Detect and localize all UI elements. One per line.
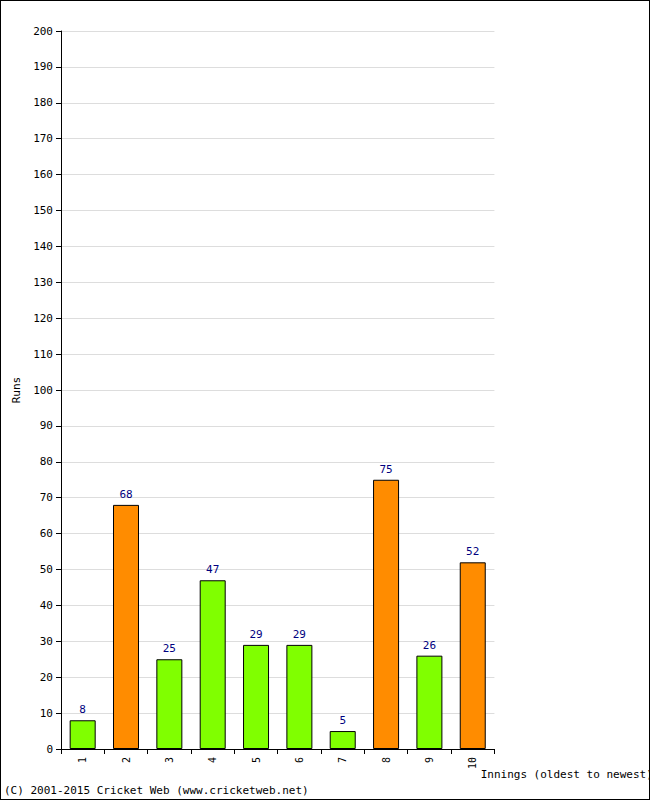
svg-text:7: 7: [337, 757, 348, 763]
svg-text:26: 26: [423, 639, 436, 652]
svg-text:180: 180: [33, 96, 53, 109]
svg-text:25: 25: [163, 642, 176, 655]
svg-text:90: 90: [40, 419, 53, 432]
svg-text:3: 3: [164, 757, 175, 763]
svg-text:160: 160: [33, 168, 53, 181]
svg-text:140: 140: [33, 240, 53, 253]
svg-text:4: 4: [207, 757, 218, 763]
svg-text:2: 2: [121, 757, 132, 763]
svg-text:Innings (oldest to newest): Innings (oldest to newest): [481, 768, 649, 781]
svg-text:70: 70: [40, 491, 53, 504]
svg-text:52: 52: [466, 545, 479, 558]
svg-text:30: 30: [40, 635, 53, 648]
svg-text:9: 9: [424, 757, 435, 763]
svg-text:200: 200: [33, 25, 53, 38]
svg-text:20: 20: [40, 671, 53, 684]
svg-text:(C) 2001-2015 Cricket Web (www: (C) 2001-2015 Cricket Web (www.cricketwe…: [4, 784, 309, 797]
svg-text:10: 10: [40, 707, 53, 720]
svg-text:6: 6: [294, 757, 305, 763]
svg-text:8: 8: [79, 703, 86, 716]
svg-text:190: 190: [33, 60, 53, 73]
svg-text:29: 29: [249, 628, 262, 641]
svg-text:0: 0: [46, 743, 53, 756]
svg-text:47: 47: [206, 563, 219, 576]
svg-text:130: 130: [33, 276, 53, 289]
svg-text:60: 60: [40, 527, 53, 540]
svg-text:170: 170: [33, 132, 53, 145]
svg-text:75: 75: [379, 463, 392, 476]
svg-text:100: 100: [33, 384, 53, 397]
svg-text:68: 68: [119, 488, 132, 501]
svg-text:8: 8: [381, 757, 392, 763]
svg-text:5: 5: [251, 757, 262, 763]
svg-text:29: 29: [293, 628, 306, 641]
svg-text:1: 1: [77, 757, 88, 763]
svg-text:Runs: Runs: [10, 377, 23, 404]
svg-text:5: 5: [339, 714, 346, 727]
svg-text:10: 10: [467, 757, 478, 769]
svg-text:150: 150: [33, 204, 53, 217]
svg-text:80: 80: [40, 455, 53, 468]
svg-text:40: 40: [40, 599, 53, 612]
svg-text:120: 120: [33, 312, 53, 325]
svg-text:110: 110: [33, 348, 53, 361]
svg-text:50: 50: [40, 563, 53, 576]
